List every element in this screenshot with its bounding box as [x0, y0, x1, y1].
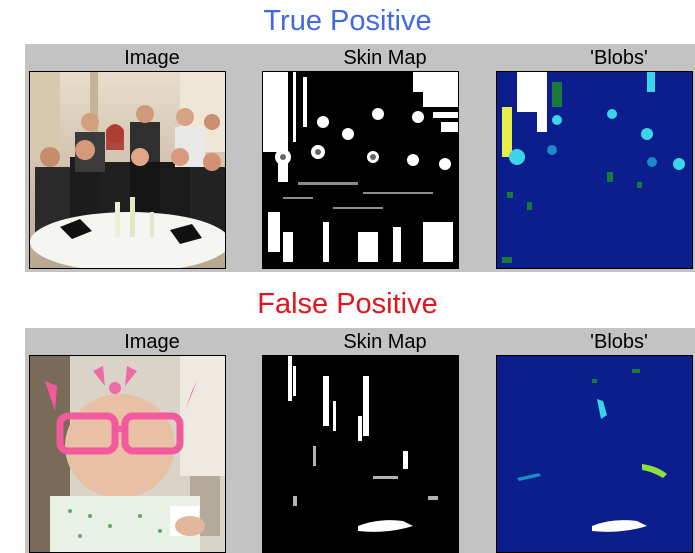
blobs-true-positive: [496, 71, 693, 269]
panel-title-skin-map: Skin Map: [343, 331, 427, 353]
section-title-false-positive: False Positive: [257, 288, 438, 320]
panel-title-image: Image: [124, 47, 180, 69]
panel-title-blobs: 'Blobs': [590, 331, 648, 353]
blobs-false-positive: [496, 355, 693, 553]
panel-title-skin-map: Skin Map: [343, 47, 427, 69]
group-photo: [29, 71, 226, 269]
panel-title-image: Image: [124, 331, 180, 353]
skin-map-false-positive: [262, 355, 459, 553]
true-positive-panel-strip: Image Skin Map 'Blobs': [25, 44, 695, 272]
skin-map-true-positive: [262, 71, 459, 269]
panel-title-blobs: 'Blobs': [590, 47, 648, 69]
section-title-true-positive: True Positive: [263, 5, 432, 37]
baby-photo: [29, 355, 226, 553]
false-positive-panel-strip: Image Skin Map 'Blobs': [25, 328, 695, 553]
